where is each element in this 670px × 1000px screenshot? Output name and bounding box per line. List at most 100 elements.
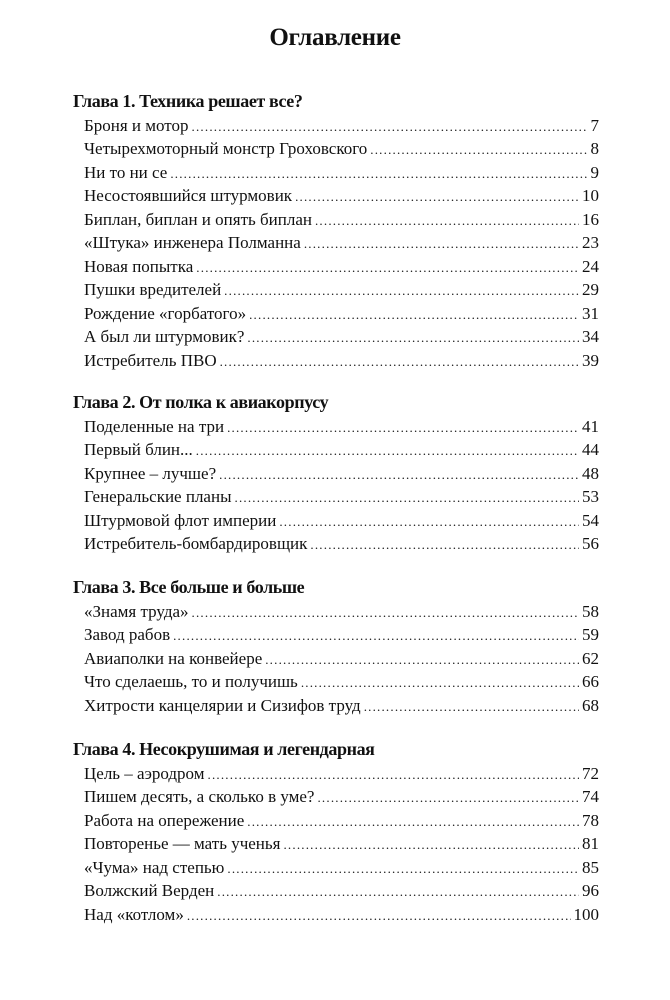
entry-page: 53 [582,487,599,506]
chapter-heading: Глава 4. Несокрушимая и легендарная [73,739,375,759]
entry-title: Четырехмоторный монстр Гроховского [84,139,368,158]
toc-entry: Броня и мотор 7 [84,114,599,138]
entry-page: 7 [590,115,600,135]
toc-entry: Ни то ни се 9 [84,161,599,185]
toc-entry: Штурмовой флот империи 54 [84,509,599,533]
chapter-heading: Глава 1. Техника решает все? [73,91,303,111]
toc-entry: Биплан, биплан и опять биплан 16 [84,208,599,232]
entry-title: Хитрости канцелярии и Сизифов труд [84,695,361,715]
entry-page: 9 [590,162,600,182]
entry-page: 54 [582,510,599,530]
entry-title: Истребитель ПВО [84,350,217,370]
dot-leader [315,209,579,233]
toc-entry: «Знамя труда» 58 [84,600,599,624]
entry-title: Завод рабов [84,625,171,644]
entry-page: 85 [582,857,599,877]
dot-leader [283,833,579,857]
entry-page: 56 [582,534,599,553]
toc-entry: Волжский Верден 96 [84,879,599,903]
toc-entry: Четырехмоторный монстр Гроховского 8 [84,137,599,161]
entry-page: 39 [582,350,599,370]
entry-title: А был ли штурмовик? [84,327,245,346]
dot-leader [364,695,579,719]
entry-title: Работа на опережение [84,810,245,830]
toc-entry: Хитрости канцелярии и Сизифов труд 68 [84,694,599,718]
dot-leader [295,185,579,209]
dot-leader [196,439,579,463]
entry-title: «Штука» инженера Полманна [84,233,301,252]
entry-title: Волжский Верден [84,881,215,900]
entry-page: 100 [573,904,600,924]
dot-leader [187,904,571,928]
entry-page: 24 [582,256,599,276]
toc-entry: Цель – аэродром 72 [84,762,599,786]
dot-leader [301,671,579,695]
toc-entry: Авиаполки на конвейере 62 [84,647,599,671]
entry-page: 96 [582,881,599,900]
entry-title: Пишем десять, а сколько в уме? [84,787,315,806]
dot-leader [317,786,579,810]
toc-entry: Над «котлом» 100 [84,903,599,927]
chapter-section: Глава 4. Несокрушимая и легендарная Цель … [73,738,599,926]
entry-title: Генеральские планы [84,487,232,506]
dot-leader [173,624,579,648]
toc-entry: Поделенные на три 41 [84,415,599,439]
dot-leader [249,303,579,327]
entry-page: 41 [582,416,599,436]
entry-title: Над «котлом» [84,904,184,924]
dot-leader [247,810,579,834]
entry-page: 16 [582,209,599,229]
dot-leader [196,256,579,280]
entry-page: 74 [582,787,599,806]
dot-leader [219,463,579,487]
entry-title: Биплан, биплан и опять биплан [84,209,312,229]
toc-entry: Работа на опережение 78 [84,809,599,833]
dot-leader [220,350,579,374]
entry-page: 81 [582,834,599,853]
toc-entry: Истребитель ПВО 39 [84,349,599,373]
toc-entry: Несостоявшийся штурмовик 10 [84,184,599,208]
entry-page: 34 [582,327,599,346]
entry-title: Авиаполки на конвейере [84,648,263,668]
dot-leader [217,880,579,904]
entry-title: Новая попытка [84,256,194,276]
dot-leader [279,510,579,534]
dot-leader [304,232,579,256]
entry-page: 62 [582,648,599,668]
entry-title: Поделенные на три [84,416,225,436]
toc-entry: Первый блин... 44 [84,438,599,462]
toc-entry: Рождение «горбатого» 31 [84,302,599,326]
chapter-heading: Глава 2. От полка к авиакорпусу [73,392,329,412]
toc-entry: Новая попытка 24 [84,255,599,279]
toc-entry: Завод рабов 59 [84,623,599,647]
entry-title: Первый блин... [84,440,193,459]
dot-leader [265,648,579,672]
dot-leader [310,533,579,557]
page-title: Оглавление [269,24,401,51]
entry-page: 78 [582,810,599,830]
entry-title: Штурмовой флот империи [84,510,277,530]
entry-title: Пушки вредителей [84,280,222,299]
entry-page: 72 [582,763,599,783]
entry-page: 66 [582,672,599,691]
entry-title: Цель – аэродром [84,763,205,783]
dot-leader [170,162,587,186]
entry-title: Повторенье — мать ученья [84,834,281,853]
entry-page: 59 [582,625,599,644]
entry-title: Несостоявшийся штурмовик [84,186,293,205]
dot-leader [192,601,579,625]
entry-page: 48 [582,463,599,483]
toc-entry: А был ли штурмовик? 34 [84,325,599,349]
dot-leader [235,486,580,510]
dot-leader [227,857,579,881]
entry-title: Крупнее – лучше? [84,463,217,483]
chapter-section: Глава 3. Все больше и больше «Знамя труда… [73,576,599,717]
entry-title: «Знамя труда» [84,601,189,621]
entry-page: 8 [590,139,600,158]
entry-title: «Чума» над степью [84,857,225,877]
entry-page: 23 [582,233,599,252]
toc-entry: Что сделаешь, то и получишь 66 [84,670,599,694]
dot-leader [224,279,579,303]
toc-entry: Крупнее – лучше? 48 [84,462,599,486]
entry-page: 31 [582,303,599,323]
